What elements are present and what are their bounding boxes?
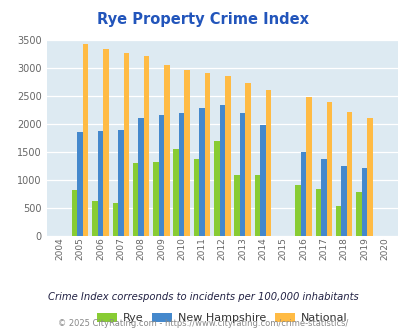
Legend: Rye, New Hampshire, National: Rye, New Hampshire, National <box>93 308 351 328</box>
Bar <box>239 114 245 236</box>
Bar <box>173 149 179 236</box>
Bar <box>179 114 184 236</box>
Bar <box>346 112 352 236</box>
Bar <box>92 201 98 236</box>
Bar <box>355 192 361 236</box>
Bar <box>204 73 210 236</box>
Bar <box>164 65 169 236</box>
Bar <box>219 105 224 236</box>
Bar <box>315 188 320 236</box>
Bar <box>361 168 366 236</box>
Bar <box>112 203 118 236</box>
Bar <box>254 175 260 236</box>
Bar <box>265 90 271 236</box>
Bar <box>305 97 311 236</box>
Bar <box>103 49 109 236</box>
Bar <box>158 115 164 236</box>
Text: Crime Index corresponds to incidents per 100,000 inhabitants: Crime Index corresponds to incidents per… <box>47 292 358 302</box>
Bar <box>294 185 300 236</box>
Bar <box>341 166 346 236</box>
Bar <box>366 118 372 236</box>
Bar <box>320 159 326 236</box>
Bar <box>326 102 331 236</box>
Bar <box>234 175 239 236</box>
Bar <box>224 76 230 236</box>
Bar <box>184 70 190 236</box>
Bar <box>77 132 83 236</box>
Bar <box>143 55 149 236</box>
Bar <box>193 158 199 236</box>
Bar <box>118 130 123 236</box>
Bar <box>83 44 88 236</box>
Bar <box>245 83 250 236</box>
Text: Rye Property Crime Index: Rye Property Crime Index <box>97 12 308 26</box>
Bar <box>138 118 143 236</box>
Bar <box>199 108 204 236</box>
Bar <box>300 151 305 236</box>
Bar <box>260 125 265 236</box>
Text: © 2025 CityRating.com - https://www.cityrating.com/crime-statistics/: © 2025 CityRating.com - https://www.city… <box>58 319 347 328</box>
Bar <box>132 163 138 236</box>
Bar <box>98 131 103 236</box>
Bar <box>123 52 129 236</box>
Bar <box>72 190 77 236</box>
Bar <box>153 162 158 236</box>
Bar <box>335 206 341 236</box>
Bar <box>213 141 219 236</box>
